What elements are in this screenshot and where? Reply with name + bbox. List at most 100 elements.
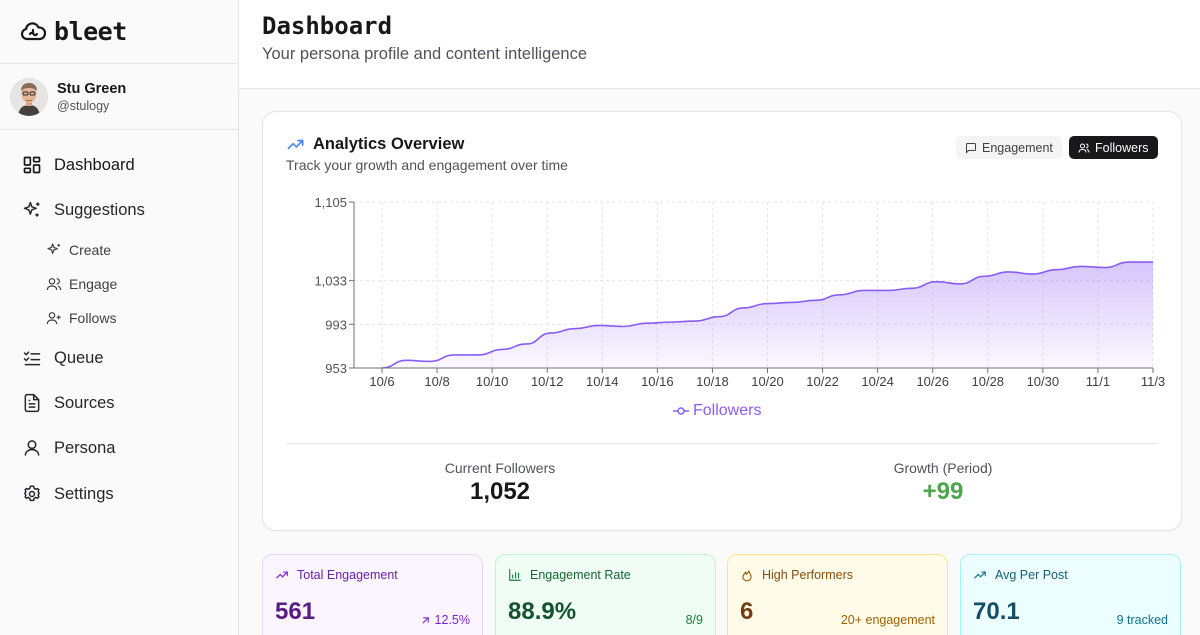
brand-name: bleet (54, 17, 127, 46)
y-tick-label: 993 (325, 317, 347, 332)
bar-chart-icon (509, 569, 521, 581)
gear-icon (24, 485, 40, 502)
y-tick-label: 953 (325, 361, 347, 376)
user-name: Stu Green (57, 80, 127, 97)
metric-title-text: Engagement Rate (530, 568, 631, 582)
x-tick-label: 10/20 (751, 374, 784, 389)
nav-queue[interactable]: Queue (22, 348, 104, 368)
growth-label: Growth (Period) (893, 460, 993, 476)
metric-foot-text: 20+ engagement (840, 613, 935, 627)
nav-suggestions-label: Suggestions (54, 200, 145, 219)
nav-engage-label: Engage (69, 276, 118, 292)
page-header: Dashboard Your persona profile and conte… (239, 0, 1200, 89)
metric-value: 561 (275, 598, 316, 625)
x-tick-label: 10/10 (476, 374, 509, 389)
nav-sources[interactable]: Sources (22, 393, 115, 413)
toggle-engagement[interactable]: Engagement (956, 136, 1062, 159)
metric-foot: 8/9 (686, 613, 703, 627)
followers-chart: 953 993 1,033 1,105 10/6 10/8 10/10 10/12 10/14 1… (314, 195, 1165, 389)
nav-settings[interactable]: Settings (22, 484, 114, 504)
metric-foot: 12.5% (419, 613, 470, 627)
toggle-engagement-label: Engagement (982, 140, 1053, 155)
metric-value: 88.9% (508, 598, 577, 625)
nav-sources-label: Sources (54, 393, 115, 412)
nav-follows[interactable]: Follows (46, 310, 116, 326)
metric-value: 6 (740, 598, 754, 625)
y-tick-label: 1,105 (314, 195, 347, 210)
nav-persona[interactable]: Persona (22, 438, 115, 458)
metric-title: Avg Per Post (973, 568, 1068, 582)
user-plus-icon (46, 312, 61, 325)
message-square-icon (966, 142, 976, 154)
user-icon (24, 440, 40, 456)
nav-suggestions[interactable]: Suggestions (22, 200, 145, 220)
current-followers-value: 1,052 (469, 478, 531, 505)
dashboard-icon (23, 156, 41, 174)
nav-follows-label: Follows (69, 310, 117, 326)
x-tick-label: 10/16 (641, 374, 674, 389)
metric-title: High Performers (740, 568, 853, 582)
x-tick-label: 11/1 (1086, 374, 1110, 389)
x-tick-label: 10/26 (916, 374, 949, 389)
x-tick-label: 10/28 (972, 374, 1005, 389)
analytics-title: Analytics Overview (286, 135, 464, 154)
users-icon (1078, 143, 1090, 153)
metric-foot: 9 tracked (1117, 613, 1168, 627)
metric-foot: 20+ engagement (841, 613, 935, 627)
sparkles-icon (47, 243, 60, 254)
metric-total-engagement[interactable]: Total Engagement 561 12.5% (262, 554, 483, 635)
brand[interactable]: bleet (0, 0, 238, 64)
avatar (10, 77, 48, 116)
metric-title: Total Engagement (275, 568, 398, 582)
sparkles-icon (23, 201, 40, 217)
nav-create[interactable]: Create (46, 242, 111, 258)
followers-line (381, 261, 1153, 369)
analytics-card: Analytics Overview Track your growth and… (262, 111, 1182, 531)
nav-dashboard[interactable]: Dashboard (22, 155, 135, 175)
growth-value: +99 (922, 478, 964, 505)
file-text-icon (24, 393, 40, 413)
users-icon (46, 278, 62, 291)
toggle-followers[interactable]: Followers (1069, 136, 1158, 159)
metric-title-text: Total Engagement (297, 568, 398, 582)
nav-create-label: Create (69, 242, 112, 258)
followers-area (382, 262, 1153, 368)
metric-foot-text: 9 tracked (1116, 613, 1168, 627)
metric-foot-text: 8/9 (685, 613, 703, 627)
metric-foot-text: 12.5% (434, 613, 470, 627)
nav-engage[interactable]: Engage (46, 276, 117, 292)
arrow-up-right-icon (421, 616, 429, 624)
nav-persona-label: Persona (54, 438, 116, 457)
metric-title-text: High Performers (762, 568, 853, 582)
nav-settings-label: Settings (54, 484, 114, 503)
x-tick-label: 10/12 (531, 374, 564, 389)
y-tick-label: 1,033 (314, 274, 347, 289)
x-tick-label: 10/24 (861, 374, 894, 389)
user-profile[interactable]: Stu Green @stulogy (0, 64, 238, 130)
nav-queue-label: Queue (54, 348, 104, 367)
metric-engagement-rate[interactable]: Engagement Rate 88.9% 8/9 (495, 554, 716, 635)
metric-high-performers[interactable]: High Performers 6 20+ engagement (727, 554, 948, 635)
legend-line-icon (673, 407, 689, 415)
x-tick-label: 11/3 (1141, 374, 1165, 389)
x-tick-label: 10/18 (696, 374, 729, 389)
x-tick-label: 10/6 (369, 374, 394, 389)
divider (286, 443, 1158, 444)
x-tick-label: 10/14 (586, 374, 619, 389)
user-handle: @stulogy (57, 98, 110, 113)
brain-cloud-icon (20, 21, 46, 40)
chart-legend[interactable]: Followers (673, 402, 761, 420)
current-followers-label: Current Followers (444, 460, 556, 476)
analytics-subtitle: Track your growth and engagement over ti… (286, 157, 568, 173)
metric-avg-per-post[interactable]: Avg Per Post 70.1 9 tracked (960, 554, 1181, 635)
x-tick-label: 10/30 (1027, 374, 1060, 389)
metric-value: 70.1 (973, 598, 1020, 625)
metric-title-text: Avg Per Post (995, 568, 1068, 582)
trending-up-icon (974, 571, 986, 579)
legend-label: Followers (693, 402, 762, 419)
flame-icon (742, 570, 752, 582)
page-subtitle: Your persona profile and content intelli… (262, 45, 588, 63)
list-checks-icon (23, 351, 41, 366)
metric-title: Engagement Rate (508, 568, 631, 582)
nav-dashboard-label: Dashboard (54, 155, 135, 174)
